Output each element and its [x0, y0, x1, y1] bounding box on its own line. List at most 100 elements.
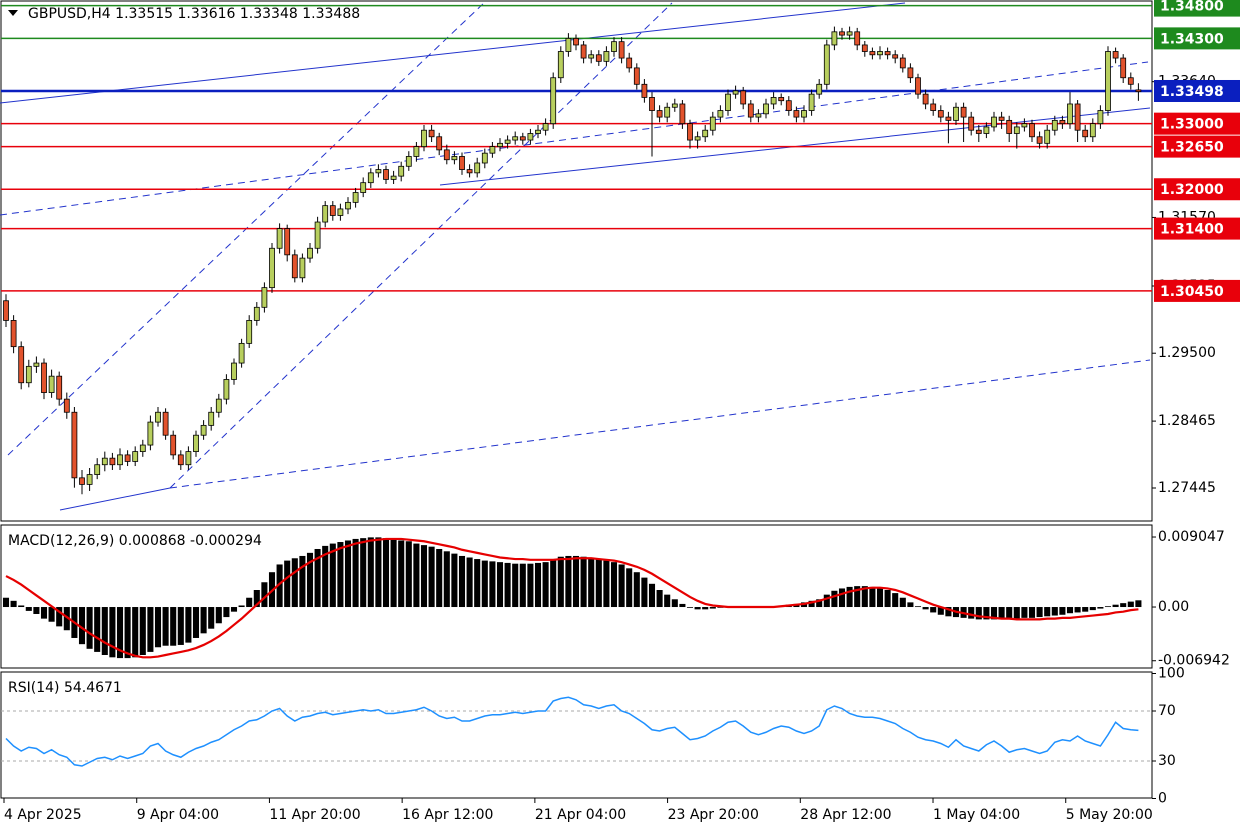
candle-body — [109, 457, 116, 466]
macd-bar — [1021, 607, 1028, 618]
y-tick-label: 100 — [1158, 666, 1185, 682]
macd-bar — [405, 541, 412, 608]
x-tick-label: 4 Apr 2025 — [4, 807, 82, 823]
x-tick-label: 23 Apr 20:00 — [668, 807, 759, 823]
candle-body — [983, 126, 990, 134]
macd-bar — [1120, 603, 1127, 608]
signal-value: -0.000294 — [190, 533, 262, 549]
level-label: 1.30450 — [1160, 284, 1224, 300]
candle-body — [33, 362, 40, 367]
candle-body — [269, 247, 275, 289]
macd-bar — [360, 538, 367, 608]
macd-bar — [641, 577, 648, 608]
macd-bar — [1135, 600, 1142, 608]
candle-body — [550, 77, 557, 125]
candle-body — [831, 31, 838, 46]
macd-bar — [443, 551, 450, 608]
candle-body — [922, 93, 929, 105]
candle-body — [238, 342, 245, 364]
macd-bar — [983, 607, 990, 620]
level-label: 1.34300 — [1160, 31, 1224, 47]
y-tick-label: 70 — [1158, 703, 1176, 719]
candle-body — [1089, 123, 1096, 138]
y-tick-label: 0 — [1158, 791, 1167, 807]
macd-bar — [284, 560, 291, 608]
macd-bar — [1006, 607, 1013, 619]
candle-body — [816, 83, 823, 95]
rsi-title: RSI(14) — [8, 680, 59, 696]
macd-bar — [322, 545, 329, 608]
macd-bar — [185, 607, 192, 643]
macd-bar — [1059, 607, 1066, 615]
candle-body — [664, 106, 671, 118]
macd-bar — [709, 607, 716, 609]
candle-body — [71, 411, 78, 479]
trend-line — [0, 2, 906, 104]
macd-bar — [116, 607, 124, 659]
candle-body — [930, 103, 937, 111]
candle-body — [778, 97, 785, 102]
candle-body — [801, 110, 807, 118]
high: 1.33616 — [178, 6, 236, 22]
candle-body — [747, 103, 754, 118]
macd-bar — [922, 607, 929, 610]
candle-body — [968, 116, 975, 131]
x-tick-label: 11 Apr 20:00 — [269, 807, 360, 823]
candle-body — [603, 51, 610, 62]
macd-bar — [512, 563, 519, 608]
candle-body — [565, 37, 572, 52]
level-label-box — [1154, 279, 1240, 302]
macd-bar — [139, 607, 146, 655]
macd-bar — [147, 607, 154, 652]
candle-body — [383, 169, 389, 180]
macd-bar — [816, 599, 823, 608]
macd-bar — [603, 560, 610, 608]
candle-body — [998, 116, 1005, 121]
candle-body — [253, 306, 260, 321]
trend-line — [169, 359, 1151, 489]
macd-bar — [1036, 607, 1043, 618]
macd-bar — [329, 543, 336, 608]
candle-body — [732, 90, 739, 95]
macd-bar — [375, 537, 382, 608]
candle-body — [953, 106, 959, 121]
macd-bar — [299, 555, 306, 608]
candle-body — [1006, 119, 1013, 134]
open: 1.33515 — [115, 6, 173, 22]
candle-body — [193, 434, 199, 453]
candle-body — [512, 136, 519, 141]
macd-bar — [261, 582, 268, 608]
level-label: 1.33498 — [1160, 84, 1224, 100]
candle-body — [763, 103, 769, 115]
candle-body — [276, 228, 283, 249]
candle-body — [124, 454, 131, 462]
macd-panel: 0.009047 0.00 -0.006942 — [2, 529, 1230, 669]
candle-body — [18, 346, 25, 384]
candle-body — [94, 464, 101, 475]
rsi-panel: 100 70 30 0 — [1, 666, 1185, 807]
candle-body — [3, 300, 9, 321]
candle-body — [611, 41, 617, 52]
macd-bar — [808, 600, 815, 608]
rsi-header: RSI(14) 54.4671 — [8, 680, 122, 696]
macd-bar — [451, 553, 458, 608]
macd-bar — [664, 594, 671, 608]
candle-body — [185, 451, 192, 466]
macd-bar — [367, 537, 374, 608]
macd-bar — [154, 607, 162, 648]
macd-bar — [542, 562, 549, 608]
level-label-box — [1154, 27, 1240, 50]
trend-line — [59, 487, 171, 511]
macd-bar — [458, 555, 466, 608]
candle-body — [770, 97, 777, 105]
candle-body — [208, 411, 215, 426]
macd-bar — [314, 548, 321, 608]
candle-body — [861, 44, 868, 52]
macd-bar — [18, 605, 25, 608]
chart-header: GBPUSD,H4 1.33515 1.33616 1.33348 1.3348… — [28, 6, 360, 22]
candle-body — [489, 146, 496, 154]
candle-body — [329, 205, 336, 216]
price-panel: 1.336401.315701.305251.295001.284651.274… — [1, 0, 1240, 496]
candle-body — [527, 133, 534, 141]
